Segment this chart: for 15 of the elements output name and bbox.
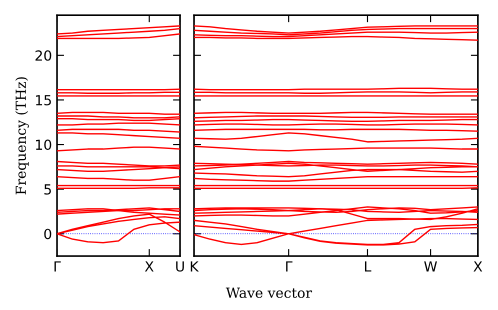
x-tick-label: L — [364, 261, 372, 272]
y-axis-title: Frequency (THz) — [15, 77, 29, 194]
x-axis-title: Wave vector — [226, 288, 312, 298]
y-tick-label: 20 — [36, 50, 52, 61]
x-tick-label: Γ — [286, 261, 292, 272]
x-tick-label: K — [190, 261, 199, 272]
x-tick-label: X — [144, 261, 154, 272]
y-tick-label: 10 — [36, 140, 52, 150]
x-tick-label: U — [176, 261, 184, 272]
y-tick-label: 0 — [44, 228, 52, 240]
y-tick-label: 15 — [36, 95, 51, 106]
x-tick-label: W — [424, 261, 437, 272]
y-tick-label: 5 — [44, 184, 51, 195]
x-tick-label: X — [474, 261, 482, 272]
x-tick-label: Γ — [54, 261, 61, 272]
